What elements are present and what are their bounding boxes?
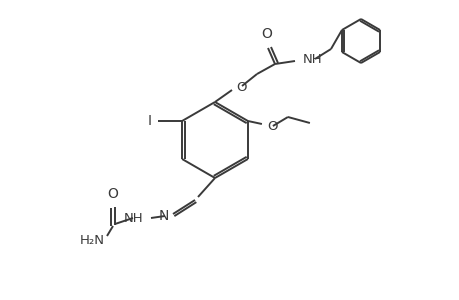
Text: O: O	[266, 119, 277, 133]
Text: NH: NH	[302, 52, 322, 65]
Text: H₂N: H₂N	[80, 233, 105, 247]
Text: O: O	[107, 187, 118, 201]
Text: N: N	[158, 209, 168, 223]
Text: O: O	[235, 80, 246, 94]
Text: NH: NH	[123, 212, 143, 224]
Text: O: O	[261, 27, 272, 41]
Text: I: I	[148, 114, 152, 128]
